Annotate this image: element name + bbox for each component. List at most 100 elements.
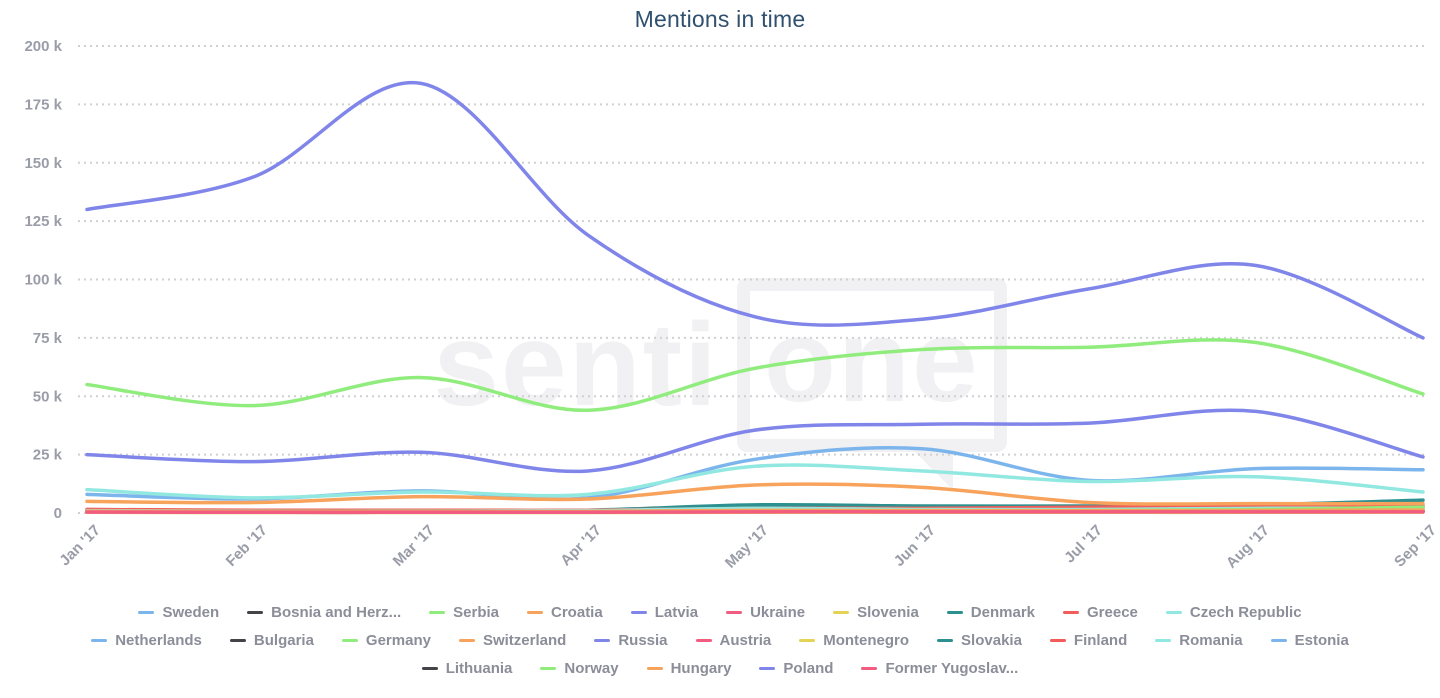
legend-item-austria[interactable]: Austria [695, 632, 771, 649]
legend-label: Romania [1179, 631, 1243, 649]
series-line-former-yugoslav[interactable] [85, 510, 1425, 515]
legend-dash-icon [833, 610, 850, 614]
x-axis-label-aug-17: Aug '17 [1223, 522, 1273, 572]
legend-row: Sweden Bosnia and Herz... Serbia Croatia Lat… [0, 598, 1440, 626]
legend-item-serbia[interactable]: Serbia [429, 604, 499, 621]
y-axis-label: 150 k [24, 155, 62, 172]
y-axis-label: 100 k [24, 272, 62, 289]
legend-label: Russia [618, 631, 668, 649]
legend-row: Netherlands Bulgaria Germany Switzerland Rus… [0, 626, 1440, 654]
series-line-czech-republic[interactable] [85, 463, 1425, 500]
legend-dash-icon [229, 638, 246, 642]
legend-label: Serbia [453, 603, 500, 621]
legend-item-hungary[interactable]: Hungary [646, 660, 731, 677]
legend-dash-icon [726, 610, 743, 614]
legend-label: Sweden [162, 603, 220, 621]
x-axis-label-sep-17: Sep '17 [1391, 522, 1440, 571]
series-group [85, 80, 1425, 515]
legend-label: Montenegro [823, 631, 910, 649]
legend-item-estonia[interactable]: Estonia [1270, 631, 1349, 649]
legend-label: Netherlands [115, 631, 202, 649]
legend-label: Switzerland [482, 631, 567, 649]
series-line-russia[interactable] [85, 80, 1425, 340]
series-line-germany[interactable] [85, 338, 1425, 413]
y-axis-label: 25 k [33, 447, 63, 464]
legend-label: Bosnia and Herz... [271, 603, 402, 621]
y-axis-label: 125 k [24, 213, 62, 230]
legend-label: Finland [1073, 631, 1128, 649]
legend-row: Lithuania Norway Hungary Poland Former Yugos… [0, 654, 1440, 682]
legend-item-romania[interactable]: Romania [1155, 631, 1243, 649]
legend-label: Poland [783, 659, 834, 677]
legend-dash-icon [695, 638, 712, 642]
legend-item-poland[interactable]: Poland [759, 660, 833, 677]
x-axis-label-apr-17: Apr '17 [557, 522, 605, 570]
legend-label: Norway [564, 659, 619, 677]
legend-dash-icon [937, 638, 954, 642]
y-axis-label: 50 k [33, 388, 63, 405]
y-axis-label: 200 k [24, 38, 62, 55]
legend-label: Germany [365, 631, 431, 649]
legend-dash-icon [247, 610, 264, 614]
legend-dash-icon [799, 638, 816, 642]
x-axis-label-jun-17: Jun '17 [891, 522, 939, 570]
x-axis-label-may-17: May '17 [722, 522, 772, 572]
legend-label: Bulgaria [253, 631, 314, 649]
legend-item-croatia[interactable]: Croatia [527, 604, 603, 621]
legend-label: Estonia [1294, 631, 1349, 649]
legend-dash-icon [861, 666, 878, 670]
legend-item-slovakia[interactable]: Slovakia [937, 632, 1022, 649]
legend-dash-icon [1049, 638, 1066, 642]
legend-item-latvia[interactable]: Latvia [630, 603, 699, 621]
legend-dash-icon [759, 666, 776, 670]
legend-label: Slovakia [961, 631, 1022, 649]
legend-dash-icon [421, 666, 438, 670]
legend-item-slovenia[interactable]: Slovenia [833, 604, 919, 621]
legend-dash-icon [646, 666, 663, 670]
legend-label: Denmark [970, 603, 1035, 621]
legend-item-finland[interactable]: Finland [1049, 631, 1128, 649]
legend-label: Lithuania [445, 659, 513, 677]
legend-item-former-yugoslav[interactable]: Former Yugoslav... [861, 660, 1018, 677]
legend-item-lithuania[interactable]: Lithuania [421, 659, 513, 677]
mentions-line-chart: 0 25 k 50 k 75 k 100 k 125 k 150 k 175 k 200 k Ja… [24, 38, 1440, 572]
legend-label: Czech Republic [1189, 603, 1302, 621]
legend-dash-icon [594, 638, 611, 642]
legend-item-germany[interactable]: Germany [341, 631, 431, 649]
legend-item-norway[interactable]: Norway [540, 659, 619, 677]
series-line-switzerland[interactable] [85, 482, 1425, 506]
legend-label: Croatia [551, 603, 603, 621]
legend-item-sweden[interactable]: Sweden [138, 604, 219, 621]
x-axis-label-feb-17: Feb '17 [223, 522, 271, 570]
x-axis-label-mar-17: Mar '17 [390, 522, 438, 570]
y-axis-label: 0 [54, 505, 62, 522]
series-line-sweden[interactable] [85, 446, 1425, 501]
legend-dash-icon [458, 638, 475, 642]
series-line-poland[interactable] [85, 408, 1425, 474]
legend-label: Latvia [654, 603, 699, 621]
legend-item-montenegro[interactable]: Montenegro [799, 632, 909, 649]
y-axis-label: 175 k [24, 96, 62, 113]
legend-item-russia[interactable]: Russia [594, 631, 668, 649]
legend-item-ukraine[interactable]: Ukraine [726, 604, 805, 621]
legend-label: Former Yugoslav... [885, 659, 1019, 677]
x-axis-label-jul-17: Jul '17 [1061, 522, 1106, 567]
legend-label: Greece [1087, 603, 1138, 621]
legend-item-czech-republic[interactable]: Czech Republic [1165, 603, 1302, 621]
legend-dash-icon [1155, 638, 1172, 642]
legend-item-greece[interactable]: Greece [1063, 604, 1138, 621]
legend-item-netherlands[interactable]: Netherlands [91, 632, 202, 649]
legend-item-bulgaria[interactable]: Bulgaria [229, 631, 314, 649]
legend-dash-icon [540, 666, 557, 670]
legend-dash-icon [341, 638, 358, 642]
legend-dash-icon [946, 610, 963, 614]
chart-legend: Sweden Bosnia and Herz... Serbia Croatia Lat… [0, 598, 1440, 682]
legend-item-denmark[interactable]: Denmark [946, 603, 1035, 621]
legend-item-bosnia-and-herz[interactable]: Bosnia and Herz... [247, 604, 401, 621]
legend-dash-icon [138, 610, 155, 614]
legend-dash-icon [1270, 638, 1287, 642]
legend-item-switzerland[interactable]: Switzerland [458, 631, 567, 649]
legend-dash-icon [1165, 610, 1182, 614]
legend-dash-icon [630, 610, 647, 614]
